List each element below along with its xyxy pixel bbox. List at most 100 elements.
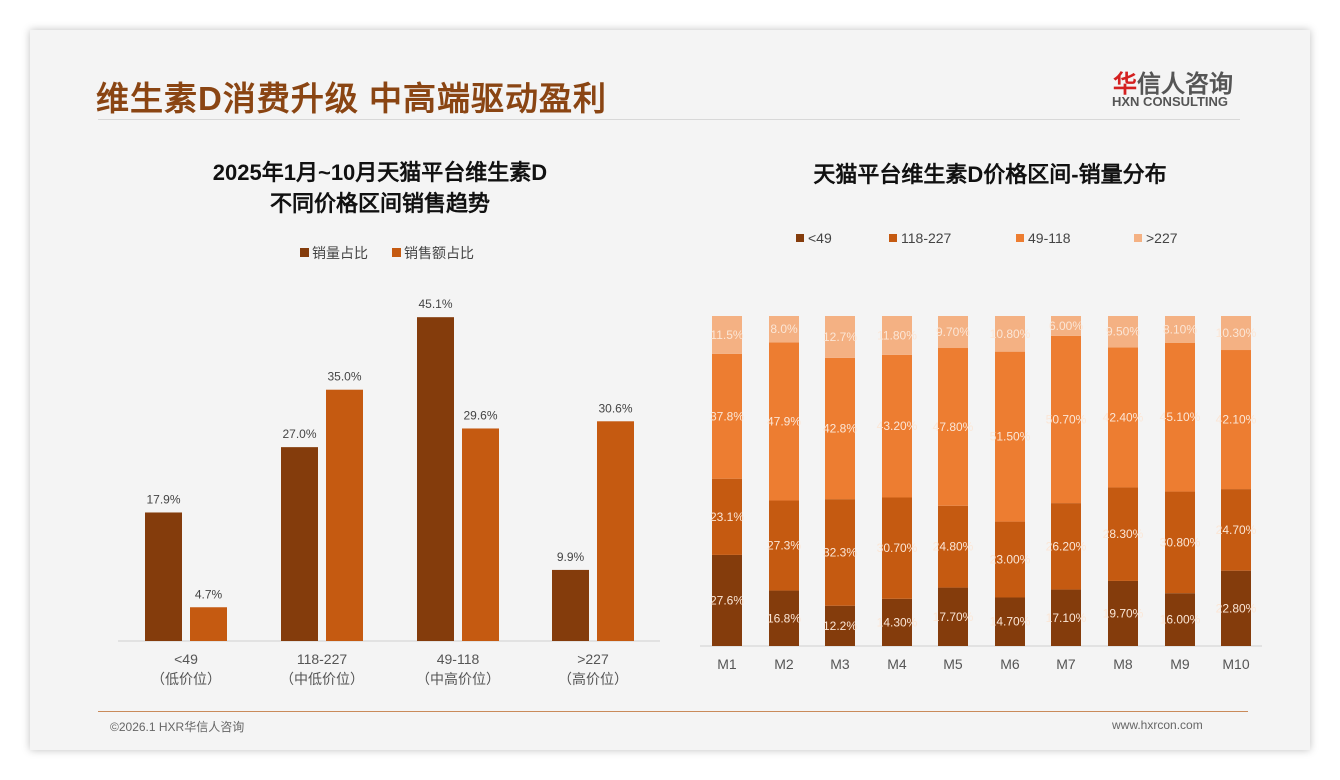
stack-segment [938,505,968,588]
legend-swatch-1 [392,248,401,257]
segment-label: 30.70% [877,541,918,555]
bar-1-1 [326,389,363,641]
legend-label: 118-227 [901,230,952,246]
stack-segment [938,587,968,646]
segment-label: 32.3% [823,545,857,559]
segment-label: 43.20% [877,419,918,433]
segment-label: 11.5% [710,328,743,342]
stack-segment [938,348,968,506]
segment-label: 10.30% [1216,326,1257,340]
stack-segment [995,351,1025,522]
stack-segment [1221,570,1251,646]
x-tick-label: <49 [174,651,198,667]
stack-segment [938,316,968,349]
x-tick-label: M5 [943,656,963,672]
segment-label: 17.70% [933,610,974,624]
segment-label: 50.70% [1046,412,1087,426]
legend-label: >227 [1146,230,1178,246]
stack-segment [1108,487,1138,581]
segment-label: 16.00% [1160,613,1201,627]
footer-copyright: ©2026.1 HXR华信人咨询 [110,720,245,734]
bar-1-0 [190,607,227,641]
stack-segment [1108,580,1138,646]
stack-segment [882,598,912,646]
x-tick-label: M3 [830,656,850,672]
segment-label: 42.40% [1103,410,1144,424]
stack-segment [1051,316,1081,336]
segment-label: 51.50% [990,430,1031,444]
x-tick-label: 49-118 [437,651,480,667]
segment-label: 23.00% [990,553,1031,567]
segment-label: 26.20% [1046,539,1087,553]
right-chart-title: 天猫平台维生素D价格区间-销量分布 [813,162,1167,187]
x-tick-label: M6 [1000,656,1020,672]
segment-label: 30.80% [1160,535,1201,549]
segment-label: 8.10% [1163,322,1197,336]
stack-segment [1165,491,1195,594]
slide [30,30,1310,750]
segment-label: 9.70% [936,325,970,339]
stack-segment [1221,350,1251,490]
segment-label: 27.6% [710,593,744,607]
page-title: 维生素D消费升级 中高端驱动盈利 [96,80,607,117]
x-tick-sublabel: （低价位） [151,671,221,687]
bar-0-3 [552,569,589,641]
x-tick-label: M10 [1222,656,1249,672]
x-tick-label: M4 [887,656,907,672]
segment-label: 19.70% [1103,606,1144,620]
bar-1-3 [597,421,634,641]
segment-label: 12.7% [823,330,857,344]
legend-swatch->227 [1134,234,1142,242]
stack-segment [1165,593,1195,646]
segment-label: 27.3% [767,539,801,553]
footer-divider [98,711,1248,712]
stack-segment [825,357,855,500]
x-tick-sublabel: （高价位） [558,671,628,687]
segment-label: 8.0% [770,322,798,336]
legend-swatch-0 [300,248,309,257]
x-tick-label: 118-227 [297,651,348,667]
legend-label-0: 销量占比 [312,245,368,261]
stack-segment [1051,335,1081,504]
stack-segment [1165,316,1195,343]
stack-segment [882,354,912,498]
x-tick-sublabel: （中低价位） [280,671,364,687]
segment-label: 22.80% [1216,601,1257,615]
legend-label-1: 销售额占比 [404,245,474,261]
stack-segment [882,497,912,599]
stack-segment [712,554,742,646]
stack-segment [995,597,1025,646]
logo-en: HXN CONSULTING [1112,94,1229,109]
stack-segment [825,499,855,606]
data-label: 4.7% [195,587,223,601]
segment-label: 24.70% [1216,523,1257,537]
stack-segment [769,590,799,646]
segment-label: 37.8% [710,409,744,423]
bar-0-1 [281,447,318,641]
data-label: 9.9% [557,550,585,564]
stack-segment [1221,489,1251,571]
legend-label: <49 [808,230,832,246]
data-label: 35.0% [327,370,361,384]
segment-label: 42.10% [1216,413,1257,427]
x-tick-label: M9 [1170,656,1190,672]
stack-segment [995,316,1025,352]
segment-label: 12.2% [823,619,857,633]
left-chart-title-line2: 不同价格区间销售趋势 [269,191,490,216]
segment-label: 17.10% [1046,611,1087,625]
segment-label: 47.9% [767,414,801,428]
data-label: 30.6% [598,401,632,415]
footer-website: www.hxrcon.com [1112,718,1203,732]
stack-segment [712,478,742,555]
stack-segment [882,316,912,355]
left-chart-title: 2025年1月~10月天猫平台维生素D 不同价格区间销售趋势 [120,157,640,219]
stack-segment [712,316,742,354]
legend-swatch-<49 [796,234,804,242]
logo: 华信人咨询 [1113,64,1233,99]
segment-label: 42.8% [823,422,857,436]
segment-label: 23.1% [710,510,744,524]
left-chart-title-line1: 2025年1月~10月天猫平台维生素D [212,160,548,185]
segment-label: 14.30% [877,615,918,629]
segment-label: 14.70% [990,615,1031,629]
